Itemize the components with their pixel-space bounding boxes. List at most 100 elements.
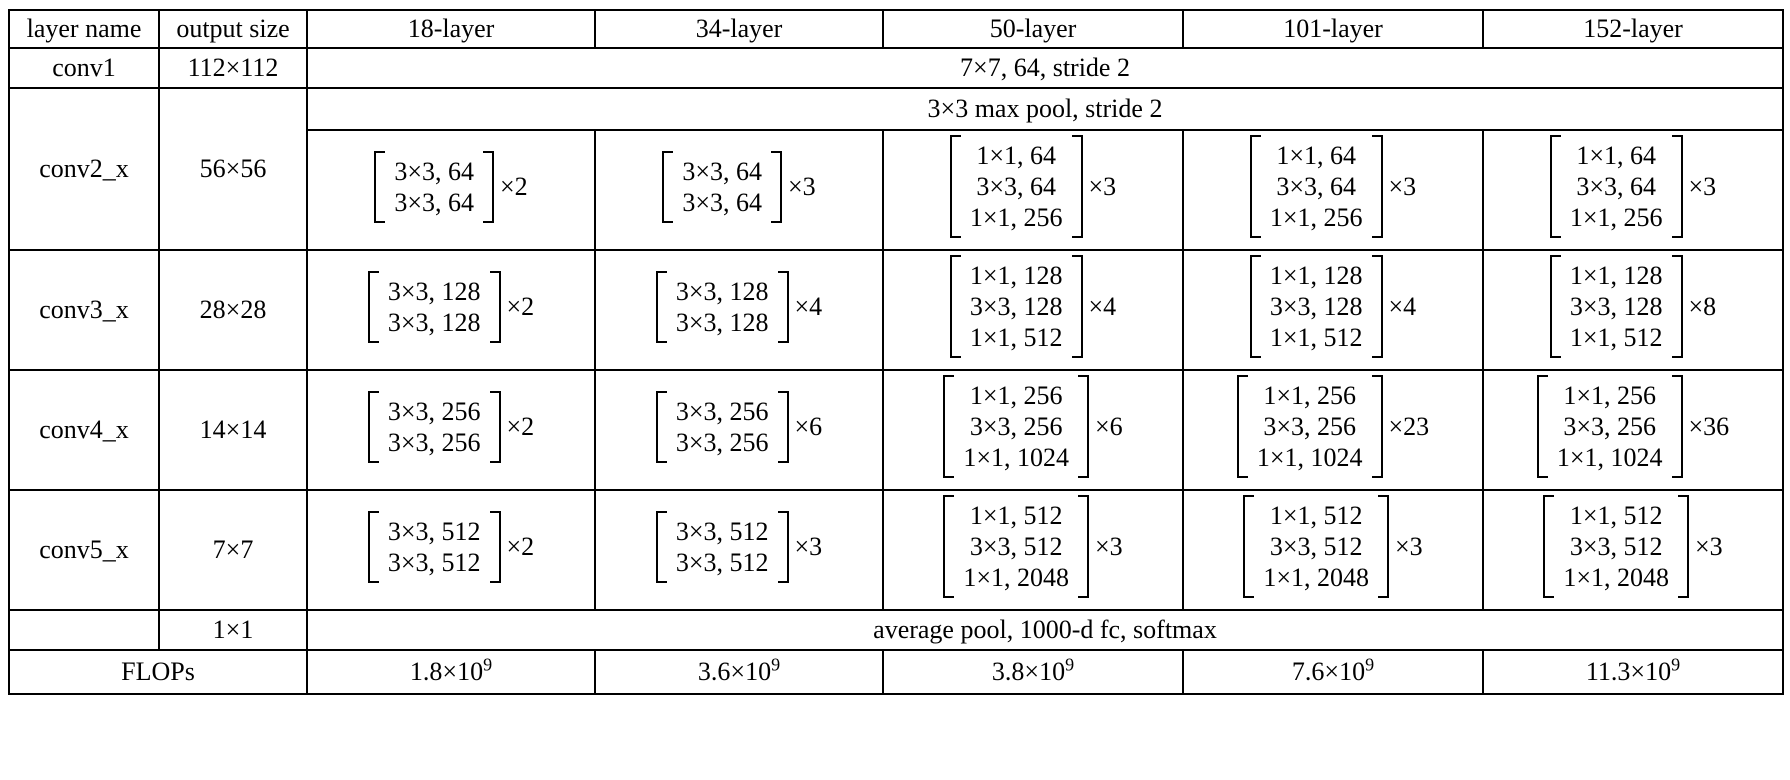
flops-base: 1.8×10: [409, 657, 484, 686]
block-cell-conv2-18layer: 3×3, 64 3×3, 64 ×2: [306, 129, 596, 251]
residual-block: 1×1, 512 3×3, 512 1×1, 2048 ×3: [1243, 495, 1423, 598]
flops-value-50layer: 3.8×109: [882, 649, 1184, 695]
conv1-name-cell: conv1: [8, 47, 160, 89]
residual-block: 1×1, 64 3×3, 64 1×1, 256 ×3: [949, 135, 1116, 238]
avgpool-output-size-cell: 1×1: [158, 609, 308, 651]
block-line: 3×3, 512: [969, 532, 1063, 561]
header-101-layer: 101-layer: [1182, 9, 1484, 49]
block-cell-conv4-34layer: 3×3, 256 3×3, 256 ×6: [594, 369, 884, 491]
matrix-left-bracket: [1236, 375, 1248, 478]
block-line: 1×1, 2048: [1263, 563, 1369, 592]
matrix-right-bracket: [1371, 375, 1383, 478]
flops-base: 3.6×10: [697, 657, 772, 686]
matrix-left-bracket: [367, 270, 379, 343]
residual-block: 3×3, 512 3×3, 512 ×2: [367, 510, 535, 583]
flops-value-18layer: 1.8×109: [306, 649, 596, 695]
matrix-left-bracket: [655, 510, 667, 583]
block-multiplier: ×8: [1688, 291, 1717, 321]
block-line: 1×1, 512: [969, 323, 1063, 352]
matrix-left-bracket: [943, 375, 955, 478]
block-line: 1×1, 128: [969, 261, 1063, 290]
block-line: 1×1, 256: [1563, 381, 1656, 410]
block-cell-conv5-50layer: 1×1, 512 3×3, 512 1×1, 2048 ×3: [882, 489, 1184, 611]
conv2-maxpool-cell: 3×3 max pool, stride 2: [306, 87, 1784, 131]
flops-exponent: 9: [1065, 654, 1075, 675]
block-multiplier: ×2: [506, 531, 535, 561]
block-line: 3×3, 64: [682, 187, 762, 217]
flops-base: 3.8×10: [991, 657, 1066, 686]
block-line: 1×1, 128: [1569, 261, 1663, 290]
conv3-name-cell: conv3_x: [8, 249, 160, 371]
block-line: 3×3, 256: [969, 412, 1063, 441]
header-152-layer: 152-layer: [1482, 9, 1784, 49]
matrix-right-bracket: [489, 510, 501, 583]
matrix-left-bracket: [1549, 255, 1561, 358]
block-cell-conv2-152layer: 1×1, 64 3×3, 64 1×1, 256 ×3: [1482, 129, 1784, 251]
matrix-right-bracket: [1378, 495, 1389, 598]
header-output-size: output size: [158, 9, 308, 49]
block-line: 3×3, 512: [1569, 532, 1663, 561]
block-line: 3×3, 64: [682, 156, 762, 186]
block-line: 1×1, 256: [969, 203, 1063, 232]
residual-block: 1×1, 128 3×3, 128 1×1, 512 ×8: [1549, 255, 1717, 358]
flops-label-cell: FLOPs: [8, 649, 308, 695]
block-line: 3×3, 512: [1269, 532, 1363, 561]
block-line: 1×1, 2048: [1563, 563, 1669, 592]
matrix-right-bracket: [777, 390, 789, 463]
block-line: 3×3, 256: [387, 396, 481, 426]
block-line: 1×1, 64: [1276, 141, 1356, 170]
block-line: 1×1, 512: [1269, 323, 1363, 352]
block-line: 3×3, 128: [1269, 292, 1363, 321]
matrix-left-bracket: [943, 495, 955, 598]
block-line: 1×1, 64: [976, 141, 1056, 170]
block-line: 3×3, 64: [976, 172, 1056, 201]
matrix-left-bracket: [367, 390, 379, 463]
residual-block: 1×1, 64 3×3, 64 1×1, 256 ×3: [1249, 135, 1416, 238]
matrix-right-bracket: [1071, 255, 1083, 358]
matrix-left-bracket: [949, 255, 961, 358]
matrix-right-bracket: [1671, 255, 1683, 358]
avgpool-name-cell: [8, 609, 160, 651]
flops-exponent: 9: [483, 654, 493, 675]
matrix-right-bracket: [1678, 495, 1689, 598]
matrix-right-bracket: [489, 390, 501, 463]
block-multiplier: ×4: [794, 291, 823, 321]
flops-base: 11.3×10: [1585, 657, 1672, 686]
block-line: 3×3, 64: [394, 156, 474, 186]
flops-row: FLOPs 1.8×109 3.6×109 3.8×109 7.6×109 11…: [8, 649, 1784, 695]
block-line: 3×3, 64: [1576, 172, 1656, 201]
conv5-output-size-cell: 7×7: [158, 489, 308, 611]
block-cell-conv5-152layer: 1×1, 512 3×3, 512 1×1, 2048 ×3: [1482, 489, 1784, 611]
block-cell-conv3-152layer: 1×1, 128 3×3, 128 1×1, 512 ×8: [1482, 249, 1784, 371]
matrix-left-bracket: [1536, 375, 1548, 478]
block-cell-conv4-101layer: 1×1, 256 3×3, 256 1×1, 1024 ×23: [1182, 369, 1484, 491]
block-multiplier: ×36: [1688, 411, 1730, 441]
residual-block: 1×1, 128 3×3, 128 1×1, 512 ×4: [949, 255, 1117, 358]
conv2-blocks-row: 3×3, 64 3×3, 64 ×2 3×3, 64 3×3, 64 ×3: [9, 129, 1784, 251]
block-cell-conv2-50layer: 1×1, 64 3×3, 64 1×1, 256 ×3: [882, 129, 1184, 251]
block-line: 1×1, 256: [1569, 203, 1663, 232]
matrix-left-bracket: [367, 510, 379, 583]
block-line: 1×1, 128: [1269, 261, 1363, 290]
block-line: 1×1, 2048: [963, 563, 1069, 592]
matrix-right-bracket: [1078, 495, 1089, 598]
conv1-content-cell: 7×7, 64, stride 2: [306, 47, 1784, 89]
block-line: 1×1, 512: [1269, 501, 1363, 530]
block-multiplier: ×6: [794, 411, 823, 441]
flops-exponent: 9: [1671, 654, 1681, 675]
block-multiplier: ×4: [1088, 291, 1117, 321]
block-line: 3×3, 128: [675, 276, 769, 306]
residual-block: 1×1, 256 3×3, 256 1×1, 1024 ×36: [1536, 375, 1730, 478]
flops-value-152layer: 11.3×109: [1482, 649, 1784, 695]
conv5-name-cell: conv5_x: [8, 489, 160, 611]
flops-exponent: 9: [1365, 654, 1375, 675]
residual-block: 3×3, 64 3×3, 64 ×3: [662, 150, 816, 223]
header-50-layer: 50-layer: [882, 9, 1184, 49]
matrix-left-bracket: [655, 270, 667, 343]
block-line: 3×3, 128: [387, 307, 481, 337]
block-multiplier: ×4: [1388, 291, 1417, 321]
block-line: 3×3, 256: [675, 396, 769, 426]
avgpool-content-cell: average pool, 1000-d fc, softmax: [306, 609, 1784, 651]
avgpool-row: 1×1 average pool, 1000-d fc, softmax: [8, 609, 1784, 651]
block-multiplier: ×2: [506, 291, 535, 321]
